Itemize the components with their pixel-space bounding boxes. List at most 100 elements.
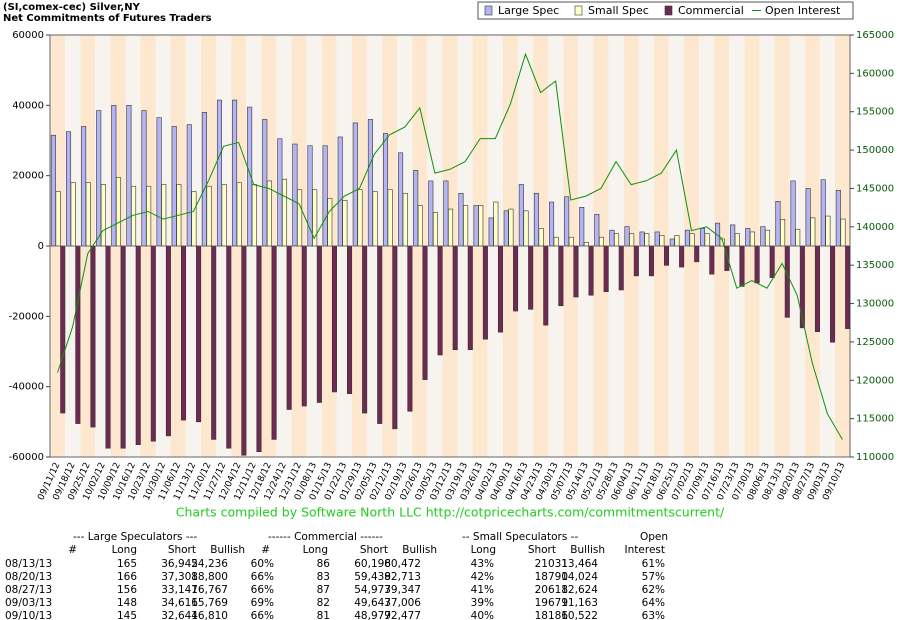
table-cell: 60,196 <box>354 558 391 570</box>
y2-tick-label: 145000 <box>856 183 894 194</box>
bar <box>568 236 574 247</box>
table-cell: 42% <box>471 571 494 583</box>
y-tick-label: 20000 <box>12 171 44 182</box>
table-header: Long <box>303 544 328 556</box>
bar <box>523 210 529 247</box>
bar <box>473 205 479 247</box>
bar <box>624 226 630 247</box>
bar <box>398 152 404 247</box>
table-cell: 82,713 <box>384 571 421 583</box>
bar <box>357 189 363 247</box>
bar <box>614 233 620 247</box>
table-cell: 57% <box>642 571 665 583</box>
bar <box>196 245 202 423</box>
bar <box>81 126 87 247</box>
bar <box>618 245 624 291</box>
bar <box>674 235 680 247</box>
bar <box>211 245 217 440</box>
bar <box>488 217 494 247</box>
bar <box>241 245 247 456</box>
bar <box>66 131 72 247</box>
bar <box>146 185 152 247</box>
legend-swatch <box>664 5 673 16</box>
bar <box>594 214 600 247</box>
y2-tick-label: 130000 <box>856 299 894 310</box>
bar <box>664 245 670 266</box>
table-cell: 16,810 <box>191 610 228 620</box>
bar <box>754 245 760 284</box>
table-cell: 62% <box>642 584 665 596</box>
bar <box>201 112 207 247</box>
bar <box>322 145 328 247</box>
table-group: ------ Commercial ------ <box>268 531 383 543</box>
bar <box>704 233 710 247</box>
bar <box>55 191 61 247</box>
bar <box>745 228 751 247</box>
table-header: Bullish <box>402 544 437 556</box>
table-date: 08/13/13 <box>5 558 52 570</box>
bar <box>799 245 805 329</box>
table-cell: 14,024 <box>561 571 598 583</box>
bar <box>372 191 378 247</box>
y-tick-label: -40000 <box>9 382 44 393</box>
bar <box>689 233 695 247</box>
bar <box>256 245 262 453</box>
bar <box>115 177 121 247</box>
legend-label: Large Spec <box>498 4 559 17</box>
table-cell: 66% <box>251 610 274 620</box>
bar <box>352 122 358 247</box>
bar <box>402 192 408 247</box>
table-cell: 166 <box>117 571 137 583</box>
bar <box>790 180 796 247</box>
bar <box>105 245 111 449</box>
bar <box>518 184 524 247</box>
bar <box>699 228 706 247</box>
bar <box>644 233 650 247</box>
legend-swatch <box>574 5 583 16</box>
table-cell: 13,464 <box>561 558 598 570</box>
bar <box>810 217 816 247</box>
table-header: Short <box>168 544 196 556</box>
bar <box>508 208 514 247</box>
bar <box>221 184 227 247</box>
line <box>57 52 843 440</box>
bar <box>126 105 132 247</box>
bar <box>493 201 499 247</box>
table-cell: 33,147 <box>161 584 198 596</box>
bar <box>382 133 389 247</box>
table-cell: 24,236 <box>191 558 228 570</box>
table-cell: 10,522 <box>561 610 598 620</box>
table-cell: 40% <box>471 610 494 620</box>
table-cell: 16,767 <box>191 584 228 596</box>
bar <box>573 245 579 298</box>
bar <box>266 180 272 247</box>
bar <box>543 245 549 326</box>
table-cell: 77,006 <box>384 597 421 609</box>
table-header: # <box>68 544 77 556</box>
bar <box>659 235 665 247</box>
table-cell: 81 <box>317 610 330 620</box>
table-header: Short <box>360 544 388 556</box>
bar <box>629 233 635 247</box>
credit: Charts compiled by Software North LLC ht… <box>176 505 725 520</box>
bar <box>609 229 615 247</box>
table-date: 09/10/13 <box>5 610 52 620</box>
table-cell: 19679 <box>535 597 568 609</box>
bar <box>503 210 509 247</box>
bar <box>277 138 283 247</box>
bar <box>648 245 654 277</box>
bar <box>297 189 303 247</box>
bar <box>387 189 393 247</box>
bar <box>598 236 605 247</box>
bar <box>820 179 826 247</box>
bar <box>75 245 81 424</box>
bar <box>583 242 589 247</box>
bar <box>362 245 368 414</box>
y2-tick-label: 155000 <box>856 107 894 118</box>
bar <box>417 205 423 247</box>
bar <box>120 245 126 449</box>
table-date: 08/20/13 <box>5 571 52 583</box>
bar <box>694 245 700 263</box>
